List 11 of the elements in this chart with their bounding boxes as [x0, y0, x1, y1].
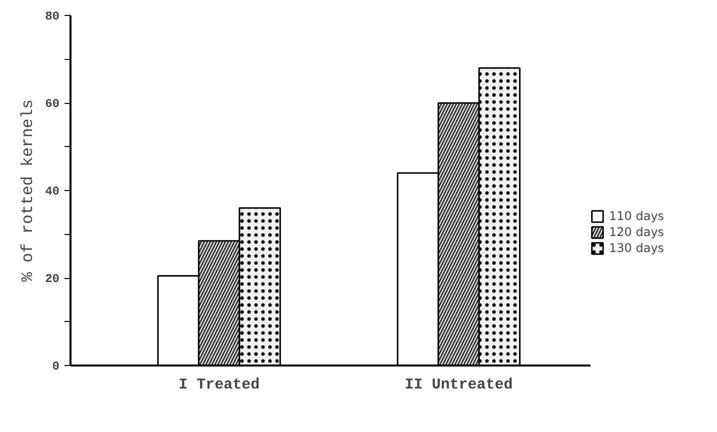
y-tick-label: 40 — [45, 184, 60, 198]
y-axis-title: % of rotted kernels — [19, 99, 38, 282]
y-tick-label: 0 — [52, 360, 60, 374]
y-tick-label: 60 — [45, 97, 60, 111]
y-tick-label: 20 — [45, 272, 60, 286]
x-tick-label: I Treated — [178, 376, 260, 394]
legend-label: 120 days — [609, 225, 664, 239]
y-tick-label: 80 — [45, 10, 60, 24]
legend-label: 130 days — [609, 241, 664, 255]
legend-label: 110 days — [609, 209, 664, 223]
x-tick-label: II Untreated — [404, 376, 513, 394]
